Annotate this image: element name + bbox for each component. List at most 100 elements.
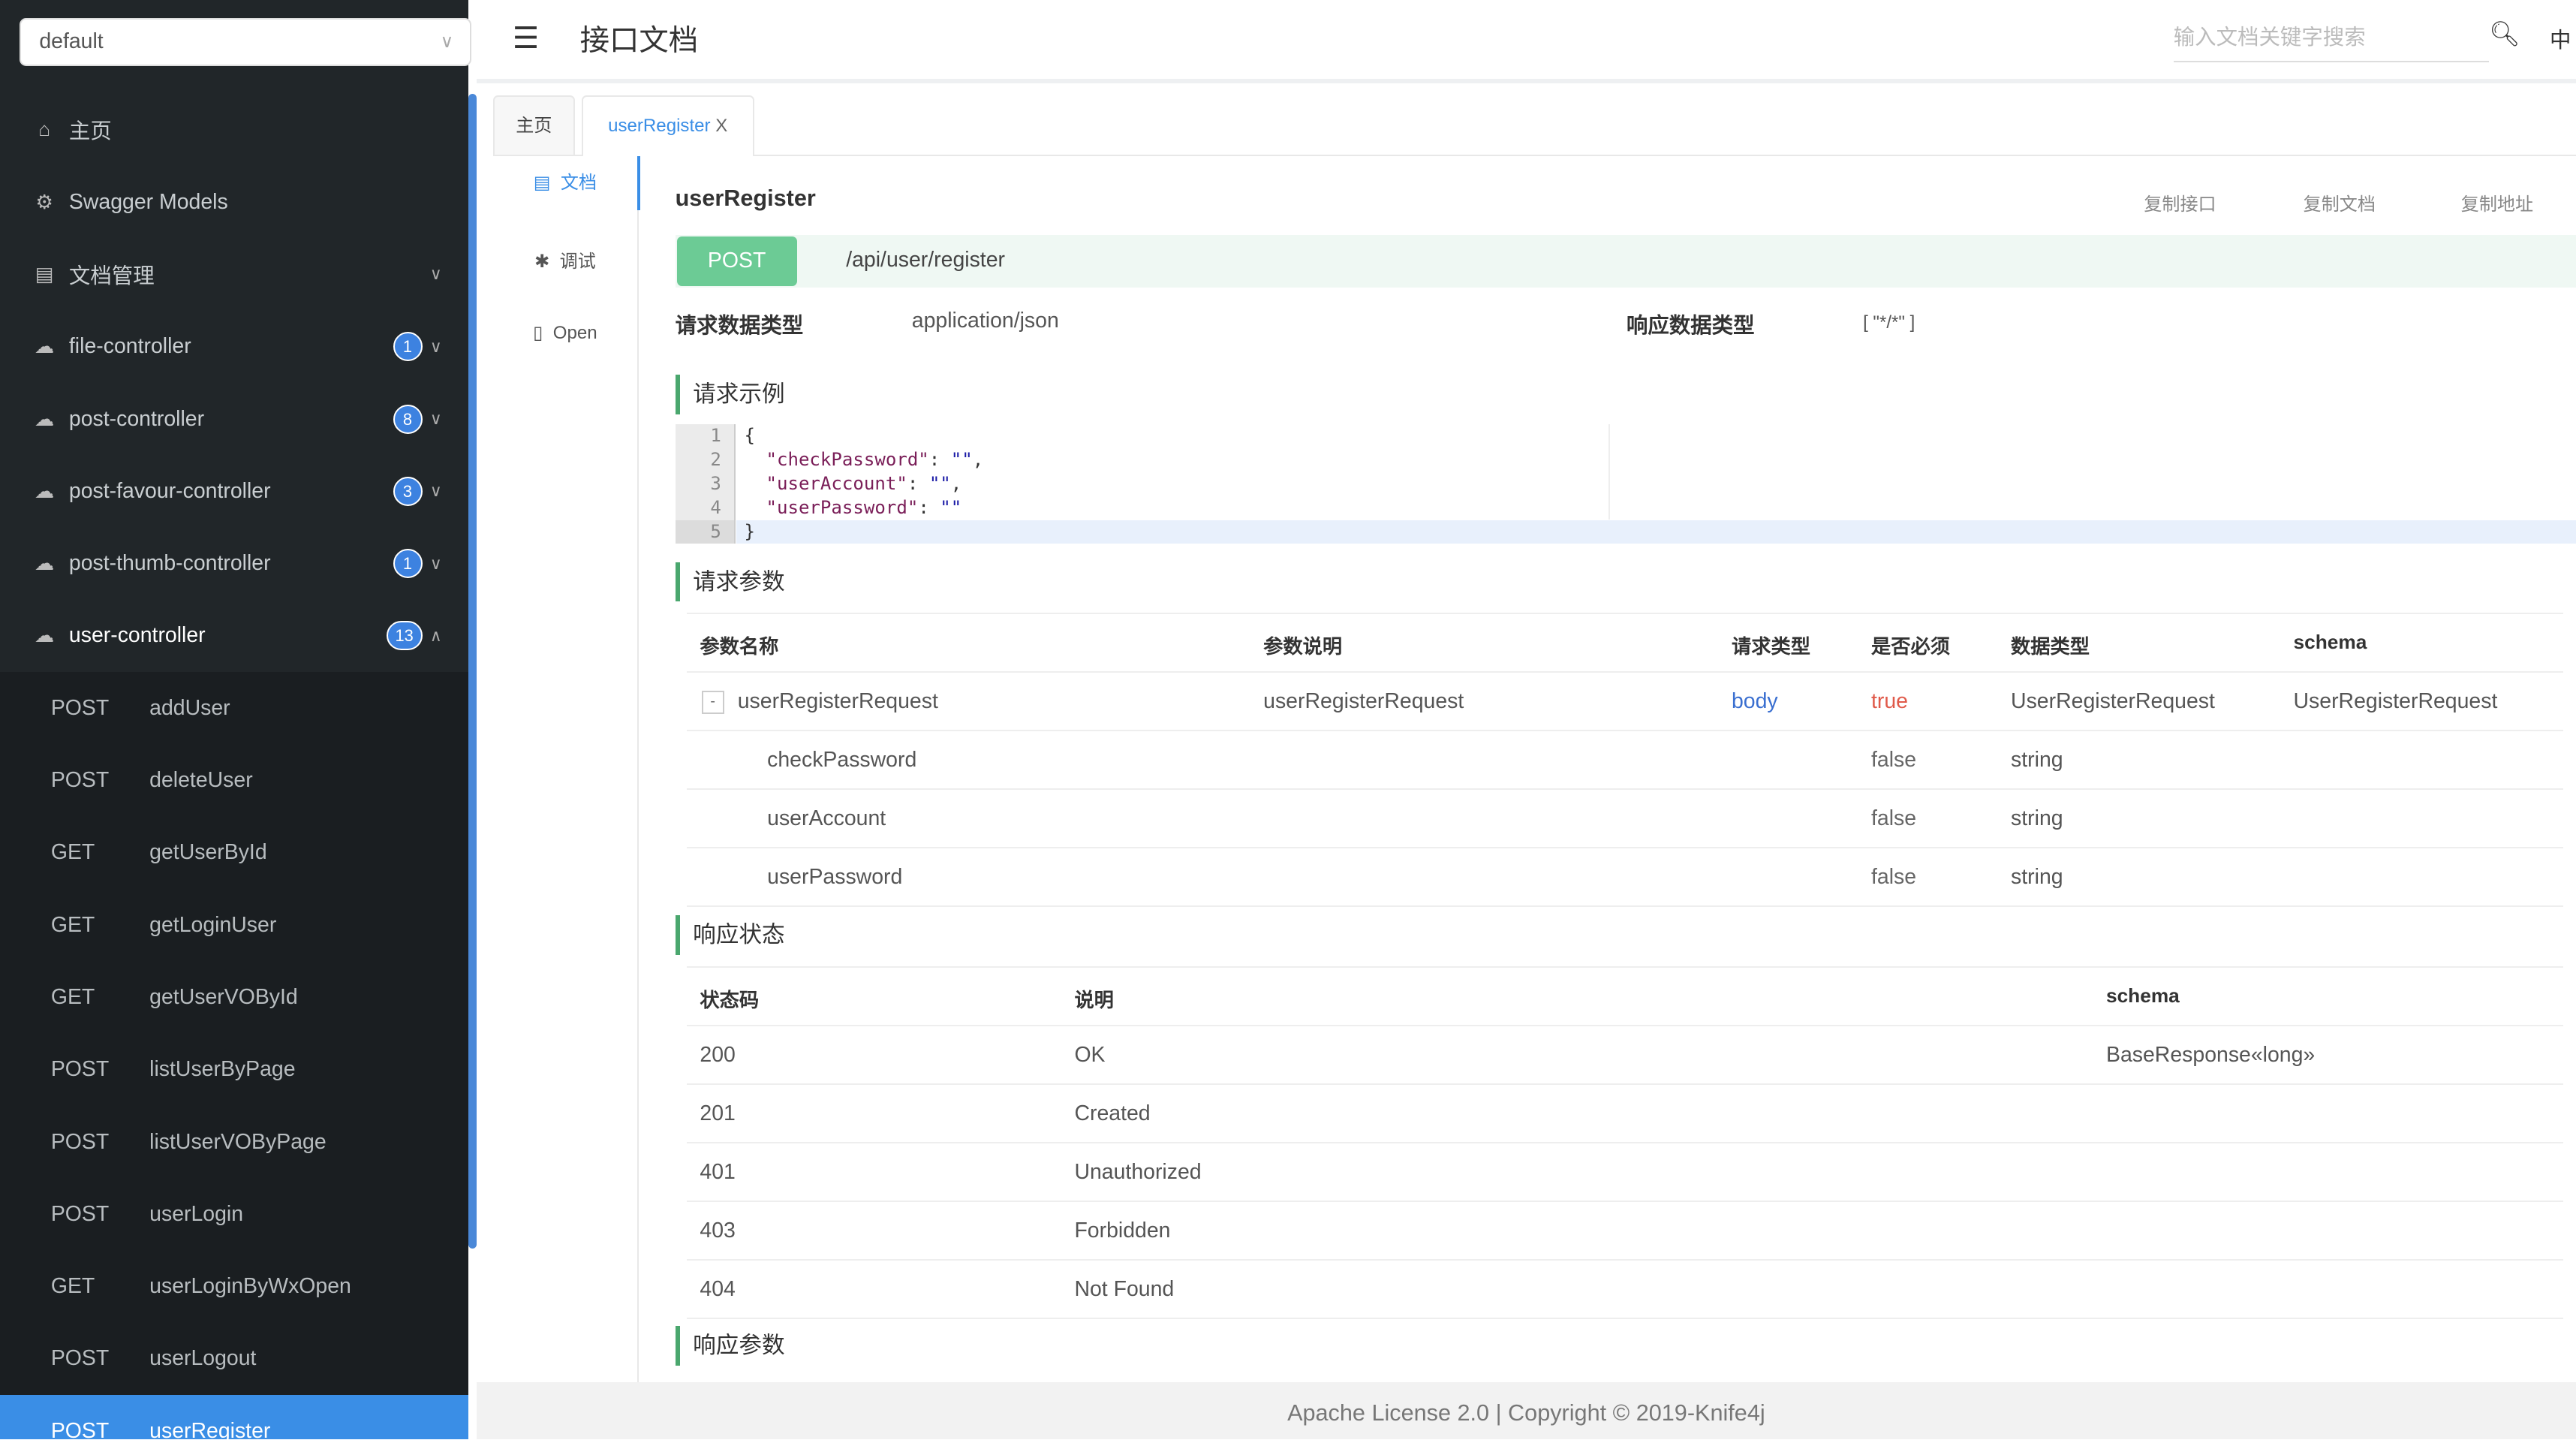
table-header-row: 状态码 说明 schema [686, 968, 2563, 1026]
sidebar-item-post-controller[interactable]: ☁ post-controller 8 ∨ [0, 383, 468, 455]
endpoint-item[interactable]: POST listUserByPage [0, 1033, 468, 1106]
param-type: UserRegisterRequest [2011, 689, 2215, 714]
status-desc: Unauthorized [1074, 1159, 1202, 1184]
sidebar-item-文档管理[interactable]: ▤ 文档管理 ∨ [0, 238, 468, 310]
sidebar-item-label: post-thumb-controller [68, 551, 271, 576]
endpoint-item[interactable]: POST userRegister [0, 1395, 468, 1440]
tab-label: userRegister [608, 115, 711, 136]
copy-doc-button[interactable]: 复制文档 [2303, 194, 2376, 215]
endpoint-name: addUser [149, 695, 230, 720]
sidebar-item-主页[interactable]: ⌂ 主页 [0, 94, 468, 166]
copy-url-button[interactable]: 复制地址 [2460, 194, 2534, 215]
json-key: "userAccount" [766, 472, 907, 494]
sidebar-item-file-controller[interactable]: ☁ file-controller 1 ∨ [0, 311, 468, 383]
status-code: 403 [700, 1218, 736, 1243]
line-number: 2 [710, 448, 721, 470]
tab-bar: 主页 userRegister X [492, 94, 2576, 156]
section-response-params: 响应参数 [675, 1326, 785, 1366]
status-desc: Not Found [1074, 1276, 1175, 1301]
params-table: 参数名称 参数说明 请求类型 是否必须 数据类型 schema userRegisterRe… [686, 613, 2563, 908]
status-desc: Created [1074, 1101, 1151, 1125]
param-type: string [2011, 806, 2063, 831]
endpoint-name: userLogout [149, 1346, 257, 1371]
chevron-up-icon: ∧ [429, 625, 442, 645]
chevron-down-icon: ∨ [440, 32, 454, 53]
count-badge: 8 [393, 404, 423, 434]
sidebar-item-post-favour-controller[interactable]: ☁ post-favour-controller 3 ∨ [0, 455, 468, 527]
doc-subnav: ▤ 文档 ✱ 调试 ▯ Open [493, 155, 641, 1389]
endpoint-item[interactable]: GET getLoginUser [0, 889, 468, 962]
status-table: 状态码 说明 schema 200 OK BaseResponse«long» 201 Cre… [686, 966, 2563, 1319]
search-input[interactable]: 输入文档关键字搜索 [2173, 20, 2489, 62]
group-select[interactable]: default ∨ [20, 18, 472, 66]
sidebar-item-swagger-models[interactable]: ⚙ Swagger Models [0, 166, 468, 238]
endpoint-item[interactable]: POST deleteUser [0, 744, 468, 817]
sidebar-item-label: file-controller [68, 334, 191, 359]
table-row: 201 Created [686, 1085, 2563, 1143]
req-type-value: application/json [911, 309, 1059, 333]
subnav-open[interactable]: ▯ Open [493, 322, 638, 344]
param-type: string [2011, 865, 2063, 890]
path-bar: POST /api/user/register [675, 234, 2576, 288]
code-editor[interactable]: 1 2 3 4 5 { "checkPassword": "", "userAc… [675, 423, 2576, 544]
menu-collapse-icon[interactable]: ☰ [512, 22, 540, 56]
doc-gear-icon: ▤ [35, 262, 54, 285]
close-icon[interactable]: X [715, 115, 728, 136]
language-toggle[interactable]: 中 [2549, 28, 2571, 53]
endpoint-item[interactable]: POST listUserVOByPage [0, 1105, 468, 1179]
chevron-down-icon: ∨ [429, 409, 442, 429]
section-response-status: 响应状态 [675, 915, 785, 955]
line-number: 4 [710, 496, 721, 518]
sidebar-item-user-controller[interactable]: ☁ user-controller 13 ∧ [0, 600, 468, 672]
param-name: userPassword [767, 865, 903, 890]
sidebar-item-post-thumb-controller[interactable]: ☁ post-thumb-controller 1 ∨ [0, 528, 468, 600]
endpoint-item[interactable]: GET getUserVOById [0, 961, 468, 1034]
count-badge: 3 [393, 476, 423, 506]
bug-icon: ✱ [534, 252, 550, 273]
endpoint-item[interactable]: POST addUser [0, 672, 468, 745]
endpoint-name: getUserById [149, 840, 267, 865]
line-number: 5 [675, 520, 735, 544]
endpoint-method: POST [50, 1057, 110, 1082]
file-icon: ▯ [533, 322, 543, 343]
sidebar-scrollbar[interactable] [468, 93, 477, 1249]
param-type: string [2011, 748, 2063, 773]
status-code: 401 [700, 1159, 736, 1184]
tab-home[interactable]: 主页 [492, 95, 576, 155]
search-icon[interactable]: 🔍︎ [2488, 20, 2520, 48]
table-row: 404 Not Found [686, 1261, 2563, 1319]
endpoint-method: POST [50, 1201, 110, 1226]
collapse-toggle[interactable]: - [701, 691, 724, 714]
column-header: 说明 [1074, 988, 1114, 1011]
cloud-api-icon: ☁ [34, 624, 55, 647]
param-required: false [1871, 806, 1917, 831]
document-icon: ▤ [533, 172, 551, 193]
param-required: false [1871, 748, 1917, 773]
param-schema: UserRegisterRequest [2293, 689, 2498, 714]
code-line: "userPassword": "" [766, 496, 962, 518]
endpoint-item[interactable]: POST userLogin [0, 1178, 468, 1251]
column-header: 是否必须 [1871, 635, 1950, 658]
endpoint-item[interactable]: POST userLogout [0, 1322, 468, 1396]
param-name: checkPassword [767, 748, 917, 773]
copy-api-button[interactable]: 复制接口 [2144, 194, 2216, 215]
endpoint-item[interactable]: GET getUserById [0, 816, 468, 890]
json-key: "checkPassword" [766, 448, 929, 470]
column-header: 参数说明 [1263, 635, 1343, 658]
endpoint-method: POST [50, 1129, 110, 1154]
subnav-debug[interactable]: ✱ 调试 [493, 246, 638, 273]
endpoint-item[interactable]: GET userLoginByWxOpen [0, 1250, 468, 1323]
subnav-label: 调试 [559, 252, 596, 273]
param-in: body [1731, 689, 1778, 714]
print-margin [1608, 423, 1610, 520]
json-comma: , [972, 448, 984, 470]
line-number: 1 [710, 424, 721, 446]
endpoint-name: userLogin [149, 1201, 244, 1226]
tab-userregister[interactable]: userRegister X [581, 95, 754, 156]
json-value: "" [928, 472, 951, 494]
param-name: userAccount [767, 806, 886, 831]
table-row: userAccount false string [686, 790, 2563, 849]
subnav-doc[interactable]: ▤ 文档 [493, 155, 641, 211]
json-value: "" [950, 448, 973, 470]
table-row: userRegisterRequest userRegisterRequest bo… [686, 673, 2563, 732]
